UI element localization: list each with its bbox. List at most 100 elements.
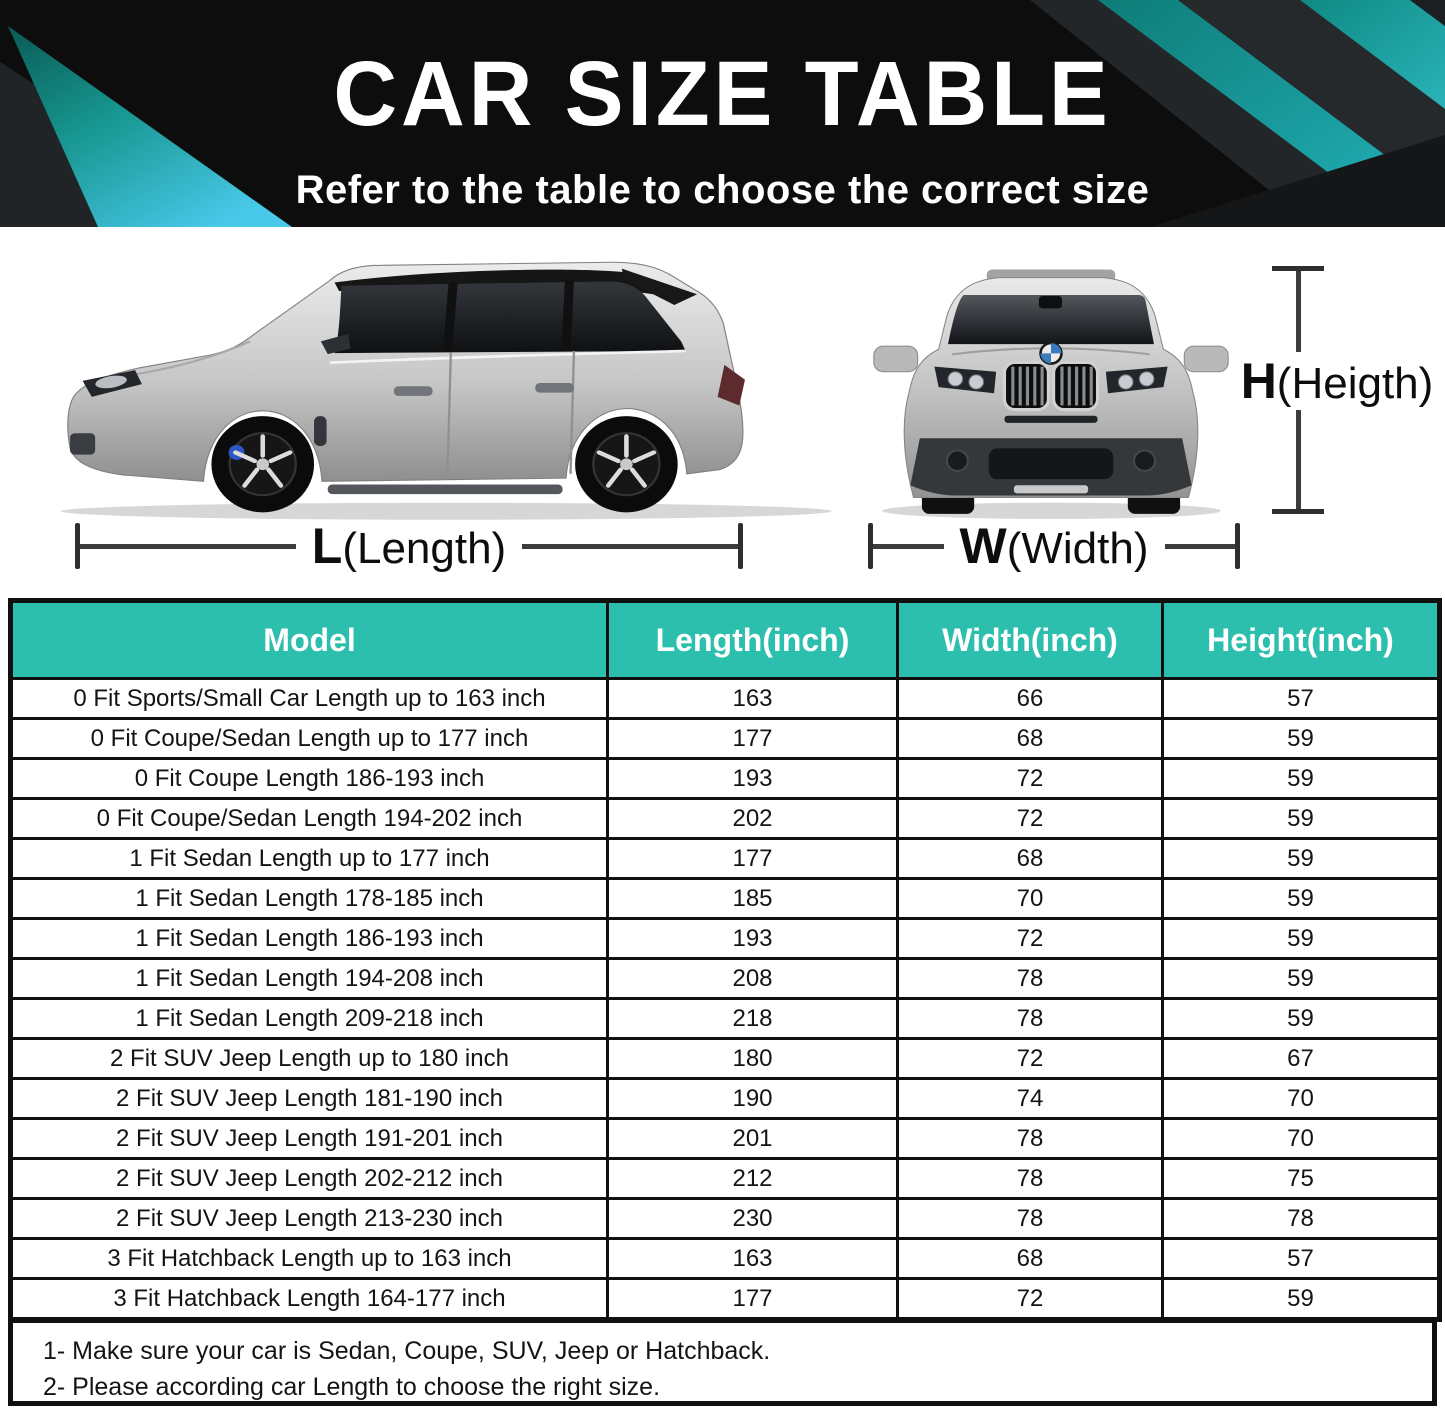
column-header-model: Model — [9, 599, 609, 680]
length-cell: 163 — [606, 1237, 899, 1280]
model-cell: 1 Fit Sedan Length 209-218 inch — [9, 997, 609, 1040]
length-line-left — [80, 543, 296, 549]
table-row: 2 Fit SUV Jeep Length 191-201 inch 201 78 7… — [9, 1117, 1441, 1160]
length-cell: 185 — [606, 877, 899, 920]
height-cell: 70 — [1161, 1117, 1441, 1160]
width-cell: 78 — [896, 997, 1164, 1040]
length-dimension-marker: L(Length) — [75, 521, 743, 571]
length-cell: 202 — [606, 797, 899, 840]
model-cell: 2 Fit SUV Jeep Length 213-230 inch — [9, 1197, 609, 1240]
car-front-right-headlight-lens — [1138, 371, 1155, 387]
column-header-length: Length(inch) — [606, 599, 899, 680]
length-symbol: L — [311, 518, 343, 574]
table-row: 0 Fit Coupe/Sedan Length 194-202 inch 202… — [9, 797, 1441, 840]
length-cell: 230 — [606, 1197, 899, 1240]
table-row: 0 Fit Coupe/Sedan Length up to 177 inch 1… — [9, 717, 1441, 760]
car-front-skid-plate — [1013, 485, 1089, 494]
page-subtitle: Refer to the table to choose the correct… — [295, 168, 1150, 212]
size-table: Model Length(inch) Width(inch) Height(in… — [8, 598, 1442, 1322]
model-cell: 0 Fit Coupe/Sedan Length up to 177 inch — [9, 717, 609, 760]
car-side-taillight — [717, 364, 745, 406]
length-cell: 180 — [606, 1037, 899, 1080]
car-side-front-wheel — [211, 416, 315, 513]
car-side-rear-wheel — [575, 416, 678, 513]
length-line-right — [522, 543, 738, 549]
height-cell: 59 — [1161, 717, 1441, 760]
car-front-grille-lower-slat — [1004, 415, 1098, 423]
model-cell: 1 Fit Sedan Length 178-185 inch — [9, 877, 609, 920]
note-line-1: 1- Make sure your car is Sedan, Coupe, S… — [43, 1337, 771, 1365]
width-symbol: W — [959, 518, 1007, 574]
length-cell: 193 — [606, 917, 899, 960]
model-cell: 0 Fit Coupe/Sedan Length 194-202 inch — [9, 797, 609, 840]
width-cell: 72 — [896, 757, 1164, 800]
car-front-illustration — [873, 269, 1229, 519]
car-side-door-handle-rear — [535, 383, 574, 393]
width-cell: 68 — [896, 1237, 1164, 1280]
size-table-section: Model Length(inch) Width(inch) Height(in… — [8, 598, 1442, 1406]
length-cell: 218 — [606, 997, 899, 1040]
banner-corner-triangle — [1410, 0, 1445, 26]
car-side-headlight-lens — [95, 375, 127, 389]
car-front-right-mirror — [1183, 345, 1229, 373]
length-cell: 177 — [606, 837, 899, 880]
page-title: CAR SIZE TABLE — [333, 43, 1112, 145]
model-cell: 0 Fit Coupe Length 186-193 inch — [9, 757, 609, 800]
car-side-door-handle-front — [393, 386, 433, 396]
width-left-tick — [868, 523, 873, 569]
model-cell: 1 Fit Sedan Length up to 177 inch — [9, 837, 609, 880]
table-row: 1 Fit Sedan Length 209-218 inch 218 78 59 — [9, 997, 1441, 1040]
height-cell: 59 — [1161, 837, 1441, 880]
car-front-left-fog-light — [945, 449, 969, 472]
height-cell: 59 — [1161, 917, 1441, 960]
length-left-tick — [75, 523, 80, 569]
width-caption: (Width) — [1006, 524, 1149, 573]
width-line-left — [873, 543, 944, 549]
car-side-door-line-rear — [569, 350, 576, 474]
width-cell: 66 — [896, 677, 1164, 720]
height-caption: (Heigth) — [1276, 359, 1434, 408]
height-cell: 57 — [1161, 1237, 1441, 1280]
width-cell: 78 — [896, 1117, 1164, 1160]
height-cell: 59 — [1161, 997, 1441, 1040]
banner-art — [0, 0, 1445, 227]
length-label: L(Length) — [312, 521, 506, 571]
height-top-cap — [1272, 266, 1324, 271]
model-cell: 1 Fit Sedan Length 186-193 inch — [9, 917, 609, 960]
width-dimension-marker: W(Width) — [868, 518, 1241, 574]
table-row: 2 Fit SUV Jeep Length 202-212 inch 212 78 7… — [9, 1157, 1441, 1200]
length-cell: 163 — [606, 677, 899, 720]
banner-right-teal-stripe-2 — [1300, 0, 1445, 109]
height-cell: 59 — [1161, 1277, 1441, 1321]
height-symbol: H — [1240, 353, 1277, 409]
height-bottom-cap — [1272, 509, 1324, 514]
banner-right-charcoal-band-2 — [1178, 0, 1445, 200]
height-cell: 59 — [1161, 797, 1441, 840]
height-cell: 59 — [1161, 877, 1441, 920]
car-side-windows — [334, 281, 686, 354]
table-row: 3 Fit Hatchback Length 164-177 inch 177 72… — [9, 1277, 1441, 1321]
length-cell: 177 — [606, 1277, 899, 1321]
width-cell: 72 — [896, 797, 1164, 840]
width-right-tick — [1235, 523, 1241, 569]
length-right-tick — [738, 523, 743, 569]
height-label: H(Heigth) — [1232, 352, 1442, 410]
width-cell: 70 — [896, 877, 1164, 920]
height-cell: 70 — [1161, 1077, 1441, 1120]
width-cell: 74 — [896, 1077, 1164, 1120]
length-cell: 177 — [606, 717, 899, 760]
length-cell: 201 — [606, 1117, 899, 1160]
car-front-left-headlight-lens-2 — [968, 374, 985, 390]
height-cell: 59 — [1161, 757, 1441, 800]
car-side-roof — [334, 269, 666, 296]
car-side-spoiler — [621, 268, 698, 305]
car-side-shadow — [60, 502, 832, 520]
model-cell: 2 Fit SUV Jeep Length up to 180 inch — [9, 1037, 609, 1080]
length-cell: 193 — [606, 757, 899, 800]
height-cell: 67 — [1161, 1037, 1441, 1080]
height-cell: 78 — [1161, 1197, 1441, 1240]
model-cell: 2 Fit SUV Jeep Length 191-201 inch — [9, 1117, 609, 1160]
length-cell: 190 — [606, 1077, 899, 1120]
car-side-mirror — [320, 333, 351, 355]
length-caption: (Length) — [342, 524, 507, 573]
